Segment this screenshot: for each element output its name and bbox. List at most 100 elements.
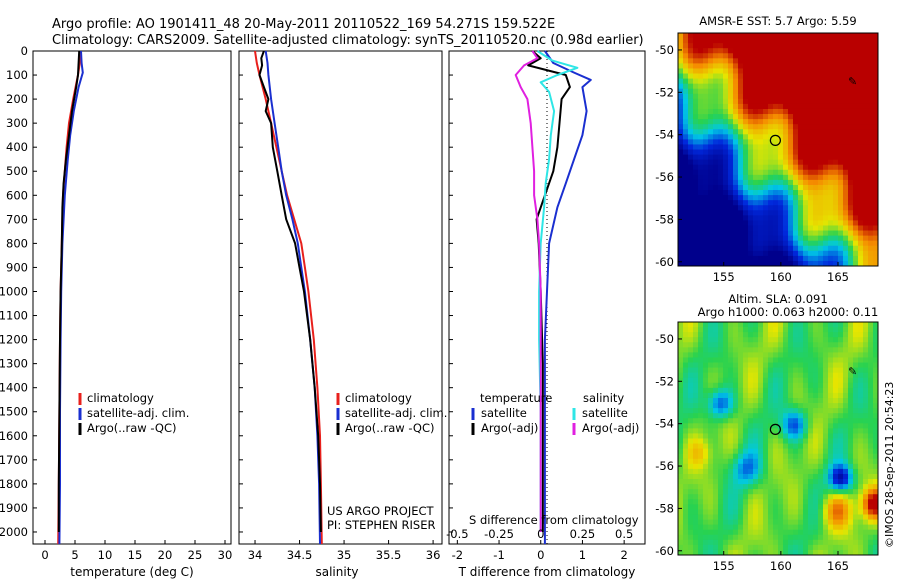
heatmap-cell: [833, 43, 839, 49]
heatmap-cell: [798, 93, 804, 100]
heatmap-cell: [708, 93, 714, 100]
heatmap-cell: [743, 438, 749, 444]
heatmap-cell: [738, 473, 744, 480]
heatmap-cell: [863, 544, 869, 551]
heatmap-cell: [798, 428, 804, 434]
heatmap-cell: [718, 53, 724, 59]
heatmap-cell: [703, 88, 709, 95]
heatmap-cell: [703, 489, 709, 495]
heatmap-cell: [838, 539, 844, 546]
heatmap-cell: [738, 418, 744, 424]
heatmap-cell: [708, 433, 714, 439]
heatmap-cell: [778, 190, 784, 196]
heatmap-cell: [693, 88, 699, 95]
heatmap-cell: [838, 73, 844, 79]
heatmap-cell: [683, 129, 689, 135]
heatmap-cell: [783, 372, 789, 379]
heatmap-cell: [733, 250, 739, 257]
heatmap-cell: [873, 73, 879, 79]
heatmap-cell: [828, 159, 834, 166]
heatmap-cell: [833, 245, 839, 252]
heatmap-cell: [863, 184, 869, 191]
heatmap-cell: [778, 504, 784, 510]
heatmap-cell: [823, 403, 829, 409]
heatmap-cell: [698, 504, 704, 510]
heatmap-cell: [858, 499, 864, 505]
heatmap-cell: [838, 169, 844, 176]
heatmap-cell: [778, 347, 784, 353]
heatmap-cell: [703, 230, 709, 237]
heatmap-cell: [793, 129, 799, 135]
heatmap-cell: [728, 205, 734, 211]
heatmap-cell: [853, 169, 859, 176]
heatmap-cell: [743, 164, 749, 171]
heatmap-cell: [763, 124, 769, 130]
heatmap-cell: [773, 539, 779, 546]
heatmap-cell: [848, 48, 854, 54]
heatmap-cell: [688, 509, 694, 515]
heatmap-cell: [823, 484, 829, 490]
heatmap-cell: [833, 164, 839, 171]
heatmap-cell: [723, 33, 729, 39]
heatmap-cell: [703, 534, 709, 541]
heatmap-cell: [858, 255, 864, 262]
heatmap-cell: [778, 514, 784, 520]
heatmap-cell: [818, 124, 824, 130]
argo-position-marker: [769, 423, 781, 435]
heatmap-cell: [753, 362, 759, 368]
heatmap-cell: [853, 468, 859, 475]
heatmap-cell: [793, 124, 799, 130]
heatmap-cell: [848, 154, 854, 161]
heatmap-cell: [853, 549, 859, 556]
heatmap-cell: [723, 154, 729, 161]
heatmap-cell: [768, 342, 774, 348]
heatmap-cell: [868, 38, 874, 44]
heatmap-cell: [803, 499, 809, 505]
heatmap-cell: [873, 539, 879, 546]
heatmap-cell: [708, 438, 714, 444]
heatmap-cell: [738, 68, 744, 74]
heatmap-cell: [688, 33, 694, 39]
heatmap-cell: [698, 443, 704, 450]
heatmap-cell: [843, 392, 849, 399]
heatmap-cell: [753, 83, 759, 90]
heatmap-cell: [693, 479, 699, 485]
heatmap-cell: [698, 184, 704, 191]
heatmap-cell: [858, 549, 864, 556]
heatmap-cell: [728, 382, 734, 389]
heatmap-cell: [723, 387, 729, 394]
depth-tick-label: 1400: [0, 381, 28, 395]
heatmap-cell: [778, 519, 784, 526]
heatmap-cell: [828, 78, 834, 85]
heatmap-cell: [698, 255, 704, 262]
heatmap-cell: [863, 347, 869, 353]
heatmap-cell: [808, 473, 814, 480]
heatmap-cell: [758, 539, 764, 546]
heatmap-cell: [833, 119, 839, 125]
heatmap-cell: [713, 494, 719, 500]
heatmap-cell: [813, 53, 819, 59]
heatmap-cell: [678, 200, 684, 206]
heatmap-cell: [723, 68, 729, 74]
heatmap-cell: [778, 73, 784, 79]
heatmap-cell: [848, 544, 854, 551]
heatmap-cell: [753, 88, 759, 95]
heatmap-cell: [828, 342, 834, 348]
heatmap-cell: [798, 423, 804, 429]
heatmap-cell: [773, 438, 779, 444]
heatmap-cell: [863, 210, 869, 216]
heatmap-cell: [778, 58, 784, 64]
heatmap-cell: [683, 362, 689, 368]
heatmap-cell: [793, 210, 799, 216]
heatmap-cell: [743, 468, 749, 475]
heatmap-cell: [678, 529, 684, 536]
heatmap-cell: [698, 93, 704, 100]
heatmap-cell: [858, 58, 864, 64]
heatmap-cell: [848, 524, 854, 531]
heatmap-cell: [803, 372, 809, 379]
heatmap-cell: [733, 357, 739, 363]
heatmap-cell: [868, 205, 874, 211]
heatmap-cell: [768, 250, 774, 257]
heatmap-cell: [758, 53, 764, 59]
heatmap-cell: [828, 448, 834, 455]
